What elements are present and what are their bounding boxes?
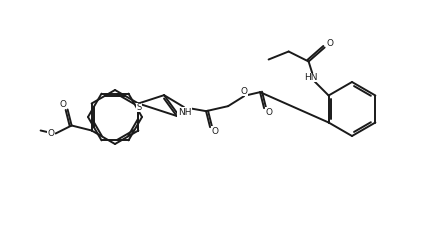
Text: O: O [266,108,272,117]
Text: O: O [59,100,66,109]
Text: S: S [137,103,142,112]
Text: O: O [211,127,218,136]
Text: N: N [178,109,184,118]
Text: O: O [241,87,248,96]
Text: O: O [47,129,54,138]
Text: NH: NH [178,108,192,117]
Text: HN: HN [304,73,317,82]
Text: O: O [326,39,333,48]
